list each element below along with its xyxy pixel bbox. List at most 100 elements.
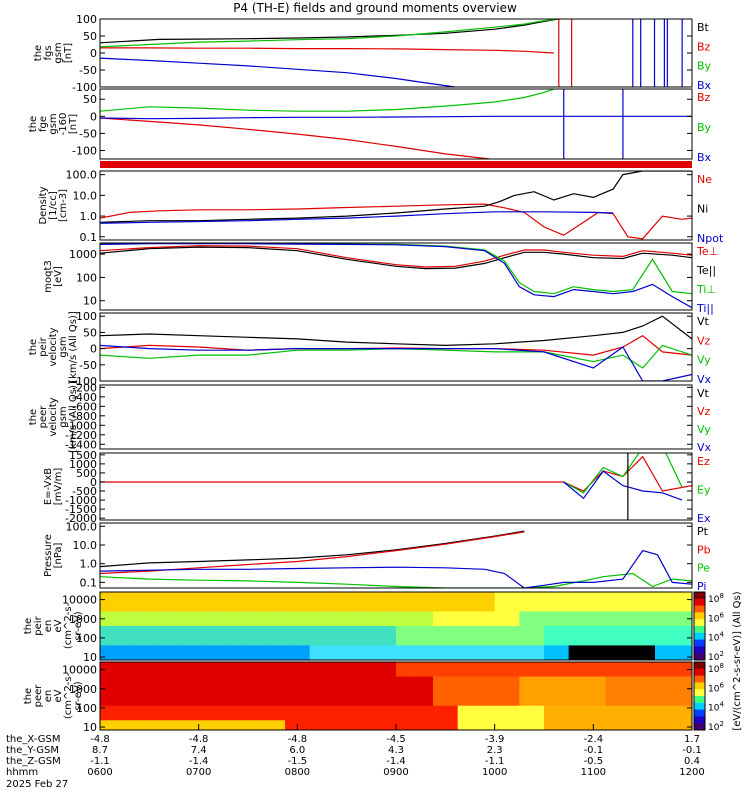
ytick-spec_peir: 10 bbox=[83, 651, 97, 664]
ytick-fgs: -50 bbox=[79, 64, 97, 77]
xrow-value: -4.8 bbox=[90, 734, 110, 745]
frame-fgs bbox=[99, 18, 693, 88]
legend-temperature-Ti||: Ti|| bbox=[696, 302, 714, 315]
ylabel-velocity_peer: the bbox=[28, 409, 39, 425]
legend-fge-Bx: Bx bbox=[697, 151, 712, 164]
xrow-value: -4.8 bbox=[189, 734, 209, 745]
legend-pressure-Pt: Pt bbox=[697, 525, 709, 538]
legend-density-Npot: Npot bbox=[697, 232, 724, 245]
ytick-spec_peer: 1000 bbox=[69, 683, 97, 696]
panel-velocity_peer bbox=[99, 384, 693, 450]
legend-velocity_peer-Vz: Vz bbox=[697, 405, 711, 418]
ylabel-velocity_peir: gsm bbox=[58, 336, 69, 357]
ytick-fgs: 50 bbox=[83, 30, 97, 43]
ytick-velocity_peer: -1200 bbox=[65, 429, 97, 442]
ylabel-spec_peir: sr-eV) bbox=[73, 611, 84, 640]
series-velocity_peir-Vz bbox=[100, 334, 692, 356]
series-temperature-Te|| bbox=[100, 246, 692, 270]
frame-fge bbox=[99, 88, 693, 160]
xrow-value: 7.4 bbox=[191, 745, 207, 756]
panel-fge bbox=[99, 88, 693, 160]
colorbar-tick: 108 bbox=[708, 662, 724, 675]
legend-velocity_peir-Vt: Vt bbox=[697, 315, 710, 328]
ytick-spec_peir: 100 bbox=[76, 632, 97, 645]
ytick-spec_peir: 10000 bbox=[62, 594, 97, 607]
frame-pressure bbox=[99, 522, 693, 589]
series-pressure-Pi bbox=[100, 549, 692, 588]
frame-velocity_peir bbox=[99, 312, 693, 382]
ylabel-spec_peer: (cm^2-s- bbox=[63, 672, 74, 719]
colorbar-tick: 106 bbox=[708, 681, 724, 694]
xrow-value: -1.4 bbox=[386, 756, 406, 767]
ylabel-fgs: [nT] bbox=[63, 43, 74, 63]
legend-efield-Ez: Ez bbox=[697, 455, 710, 468]
date-label: 2025 Feb 27 bbox=[6, 779, 69, 790]
colorbar-tick: 106 bbox=[708, 611, 724, 624]
ytick-fge: -100 bbox=[72, 144, 97, 157]
legend-fgs-By: By bbox=[697, 60, 712, 73]
colorbar-frame bbox=[693, 591, 706, 661]
xrow-value: -3.9 bbox=[485, 734, 505, 745]
xrow-value: -0.1 bbox=[584, 745, 604, 756]
ytick-pressure: 0.1 bbox=[80, 576, 98, 589]
xrow-value: 2.3 bbox=[487, 745, 503, 756]
ytick-efield: -1000 bbox=[65, 494, 97, 507]
ylabel-density: Density bbox=[38, 186, 49, 224]
series-fgs-Bt bbox=[100, 19, 559, 44]
ylabel-efield: [mV/m] bbox=[53, 468, 64, 506]
colorbar-1: 108 106 104 102 bbox=[693, 661, 724, 733]
series-fgs-Bx bbox=[100, 57, 456, 87]
xrow-value: 6.0 bbox=[289, 745, 305, 756]
frame-spec_peir bbox=[99, 591, 693, 661]
ytick-fgs: 0 bbox=[90, 47, 97, 60]
frame-temperature bbox=[99, 242, 693, 311]
ylabel-fge: the bbox=[28, 116, 39, 132]
ylabel-spec_peer: the bbox=[23, 688, 34, 704]
ytick-temperature: 100 bbox=[76, 271, 97, 284]
panel-velocity_peir bbox=[99, 312, 693, 382]
xtick-label: 1100 bbox=[581, 767, 606, 778]
legend-fge-By: By bbox=[697, 121, 712, 134]
ylabel-spec_peer: en bbox=[43, 690, 54, 703]
ytick-velocity_peir: 100 bbox=[76, 310, 97, 323]
ytick-efield: 500 bbox=[76, 467, 97, 480]
panel-efield bbox=[99, 452, 693, 521]
xrow-value: -1.5 bbox=[288, 756, 308, 767]
series-velocity_peir-Vy bbox=[100, 344, 692, 369]
separator-band bbox=[100, 161, 692, 168]
ytick-density: 10.0 bbox=[73, 189, 98, 202]
ytick-velocity_peer: -400 bbox=[72, 391, 97, 404]
ylabel-fge: gsm bbox=[48, 113, 59, 134]
xrow-label-the_X-GSM: the_X-GSM bbox=[6, 734, 60, 745]
legend-fge-Bz: Bz bbox=[697, 91, 711, 104]
ylabel-velocity_peir: the bbox=[28, 339, 39, 355]
ylabel-velocity_peer: [km/s (All Qs)] bbox=[68, 381, 79, 453]
legend-efield-Ey: Ey bbox=[697, 484, 711, 497]
ytick-pressure: 1.0 bbox=[80, 558, 98, 571]
ytick-temperature: 10 bbox=[83, 295, 97, 308]
colorbar-tick: 108 bbox=[708, 592, 724, 605]
ytick-fge: 50 bbox=[83, 93, 97, 106]
ytick-pressure: 100.0 bbox=[66, 520, 98, 533]
legend-efield-Ex: Ex bbox=[697, 512, 711, 525]
xrow-value: -2.4 bbox=[584, 734, 604, 745]
legend-pressure-Pb: Pb bbox=[697, 543, 711, 556]
panel-density bbox=[99, 170, 693, 241]
ylabel-velocity_peir: velocity bbox=[48, 327, 59, 366]
xrow-label-the_Z-GSM: the_Z-GSM bbox=[6, 756, 61, 767]
ylabel-fgs: gsm bbox=[53, 42, 64, 63]
ylabel-velocity_peir: [km/s (All Qs)] bbox=[68, 311, 79, 383]
ylabel-fge: -160 bbox=[58, 113, 69, 136]
frame-efield bbox=[99, 452, 693, 521]
panel-spec_peir bbox=[99, 591, 693, 661]
legend-fgs-Bt: Bt bbox=[697, 21, 710, 34]
ytick-velocity_peer: -600 bbox=[72, 400, 97, 413]
legend-temperature-Te⊥: Te⊥ bbox=[696, 245, 718, 258]
ylabel-fge: [nT] bbox=[68, 114, 79, 134]
xrow-value: 8.7 bbox=[92, 745, 108, 756]
ytick-efield: 1500 bbox=[69, 449, 97, 462]
ylabel-spec_peer: sr-eV) bbox=[73, 681, 84, 710]
ylabel-fgs: fgs bbox=[43, 45, 54, 60]
ytick-density: 1.0 bbox=[80, 210, 98, 223]
legend-velocity_peir-Vz: Vz bbox=[697, 334, 711, 347]
